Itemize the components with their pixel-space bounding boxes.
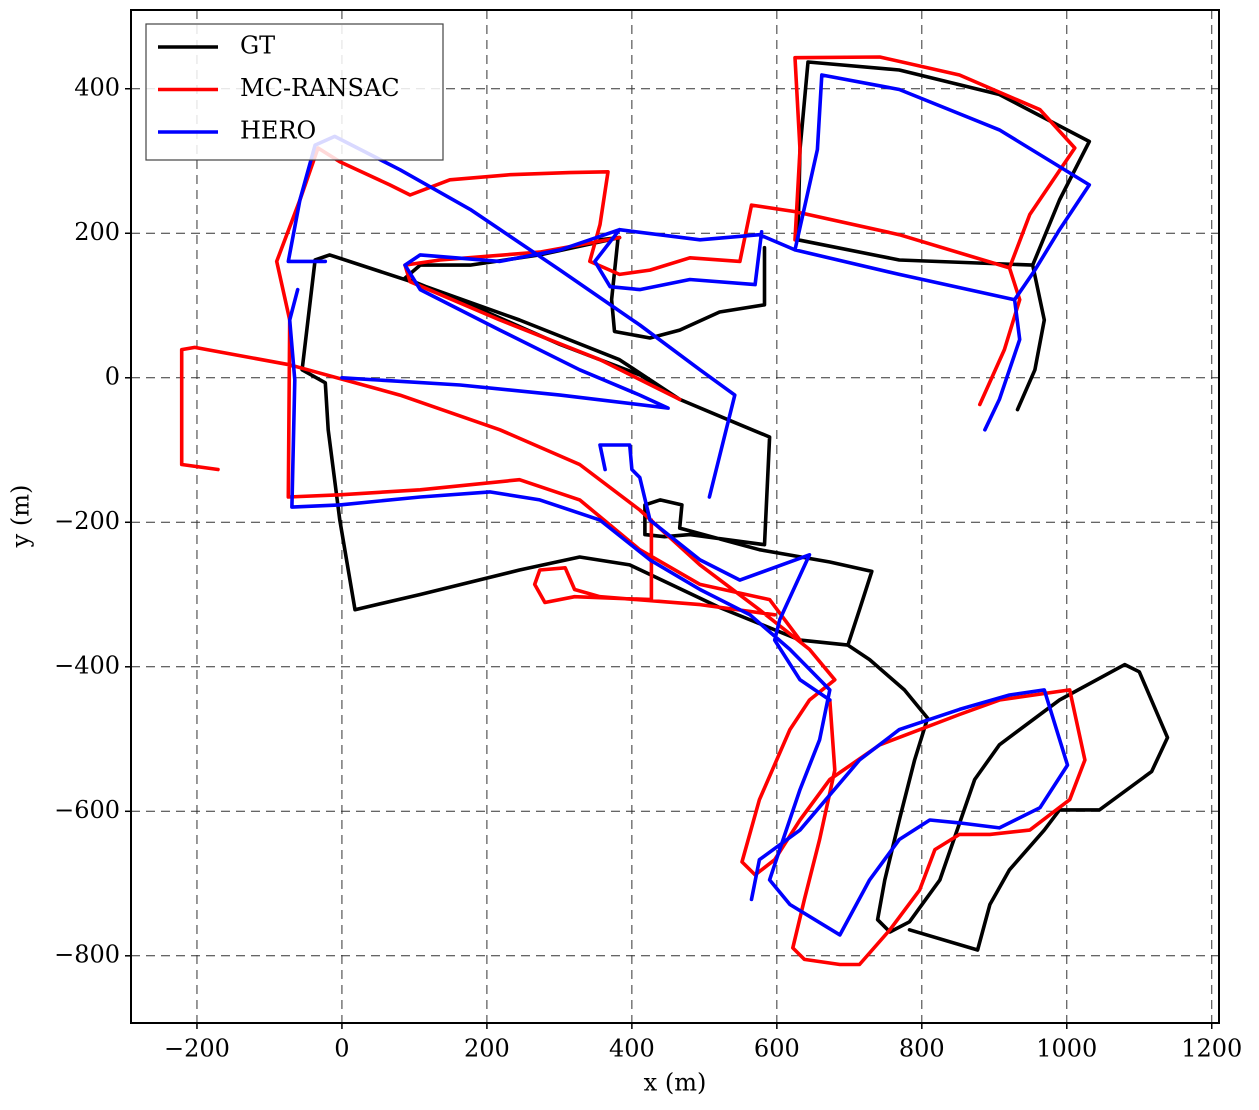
trajectory-line <box>300 60 1170 952</box>
x-axis-label: x (m) <box>644 1069 707 1097</box>
y-tick-label: 0 <box>105 362 120 390</box>
x-tick-label: 800 <box>899 1035 945 1063</box>
trajectory-line <box>286 73 1092 937</box>
y-tick-label: 400 <box>74 73 120 101</box>
y-tick-label: −400 <box>54 651 120 679</box>
x-tick-label: 0 <box>334 1035 349 1063</box>
x-tick-label: 400 <box>609 1035 655 1063</box>
plot-frame <box>130 9 1220 1024</box>
y-tick-label: −800 <box>54 940 120 968</box>
x-tick-label: 1200 <box>1181 1035 1242 1063</box>
x-tick-label: −200 <box>164 1035 230 1063</box>
y-tick-label: −200 <box>54 507 120 535</box>
y-tick-label: 200 <box>74 218 120 246</box>
legend-label: HERO <box>240 117 316 145</box>
trajectory-line <box>179 55 1087 967</box>
x-tick-label: 200 <box>464 1035 510 1063</box>
x-tick-label: 1000 <box>1036 1035 1097 1063</box>
x-tick-label: 600 <box>754 1035 800 1063</box>
legend-label: GT <box>240 32 275 60</box>
y-axis-label: y (m) <box>7 485 35 549</box>
legend-label: MC-RANSAC <box>240 74 400 102</box>
plot-background <box>131 10 1219 1023</box>
legend: GT MC-RANSAC HERO <box>145 23 444 161</box>
y-tick-label: −600 <box>54 796 120 824</box>
